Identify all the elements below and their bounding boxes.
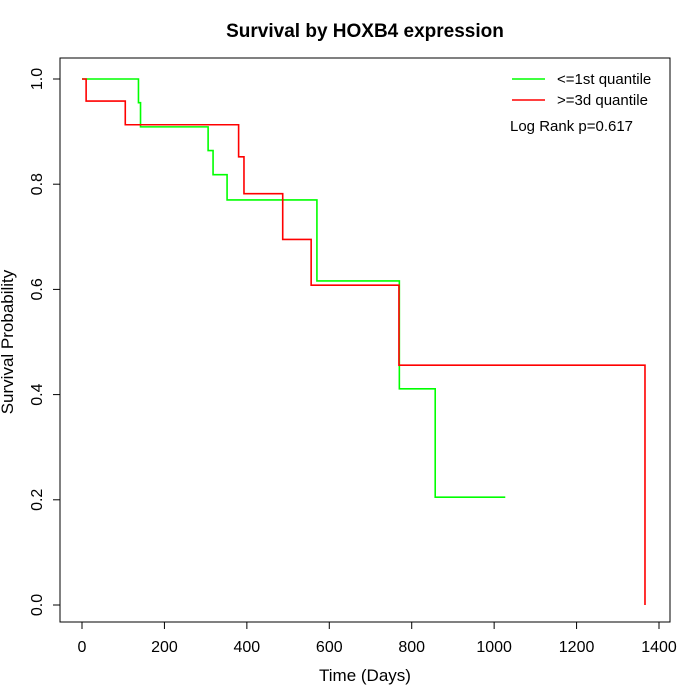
x-tick-label: 0 [78,639,87,656]
y-axis-label: Survival Probability [0,269,17,414]
x-tick-label: 1000 [476,639,512,656]
legend: <=1st quantile >=3d quantile [512,71,651,109]
x-tick-label: 1400 [641,639,677,656]
y-tick-label: 0.2 [29,489,46,511]
series-line-2 [82,78,646,605]
x-tick-label: 400 [234,639,261,656]
log-rank-annotation: Log Rank p=0.617 [510,118,633,135]
series-layer [82,78,646,605]
y-tick-label: 0.4 [29,383,46,405]
legend-label-2: >=3d quantile [557,92,648,109]
y-tick-label: 0.6 [29,278,46,300]
series-line-1 [82,78,506,498]
x-tick-label: 200 [151,639,178,656]
plot-frame [59,57,671,623]
x-tick-label: 600 [316,639,343,656]
y-tick-label: 0.8 [29,173,46,195]
x-axis-label: Time (Days) [319,666,411,685]
x-tick-label: 1200 [559,639,595,656]
x-axis: 0 200 400 600 800 1000 1200 1400 [78,621,677,656]
y-tick-label: 0.0 [29,594,46,616]
y-tick-label: 1.0 [29,68,46,90]
x-tick-label: 800 [398,639,425,656]
chart-title: Survival by HOXB4 expression [226,21,504,42]
legend-label-1: <=1st quantile [557,71,651,88]
y-axis: 0.0 0.2 0.4 0.6 0.8 1.0 [29,68,61,616]
